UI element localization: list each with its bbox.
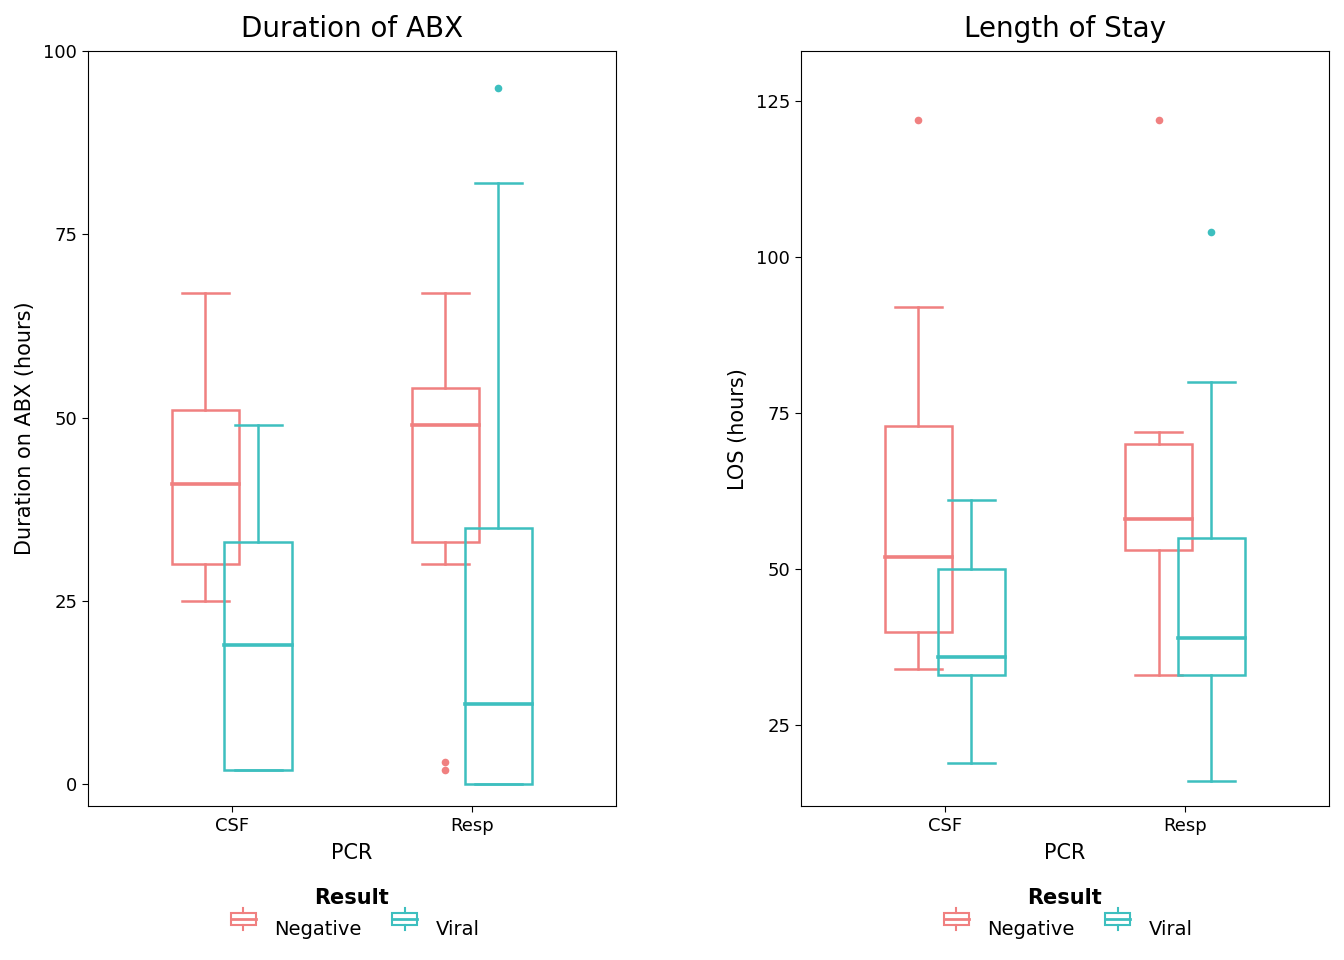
- X-axis label: PCR: PCR: [331, 843, 372, 863]
- Bar: [884, 425, 952, 632]
- Bar: [465, 528, 532, 784]
- Y-axis label: Duration on ABX (hours): Duration on ABX (hours): [15, 301, 35, 556]
- Bar: [411, 388, 478, 542]
- Bar: [1177, 538, 1245, 675]
- Legend: Negative, Viral: Negative, Viral: [929, 880, 1200, 948]
- Bar: [224, 542, 292, 770]
- Title: Duration of ABX: Duration of ABX: [241, 15, 462, 43]
- Title: Length of Stay: Length of Stay: [964, 15, 1165, 43]
- Bar: [938, 569, 1005, 675]
- Bar: [1125, 444, 1192, 550]
- Y-axis label: LOS (hours): LOS (hours): [727, 368, 747, 490]
- Bar: [172, 410, 239, 564]
- X-axis label: PCR: PCR: [1044, 843, 1086, 863]
- Legend: Negative, Viral: Negative, Viral: [216, 880, 488, 948]
